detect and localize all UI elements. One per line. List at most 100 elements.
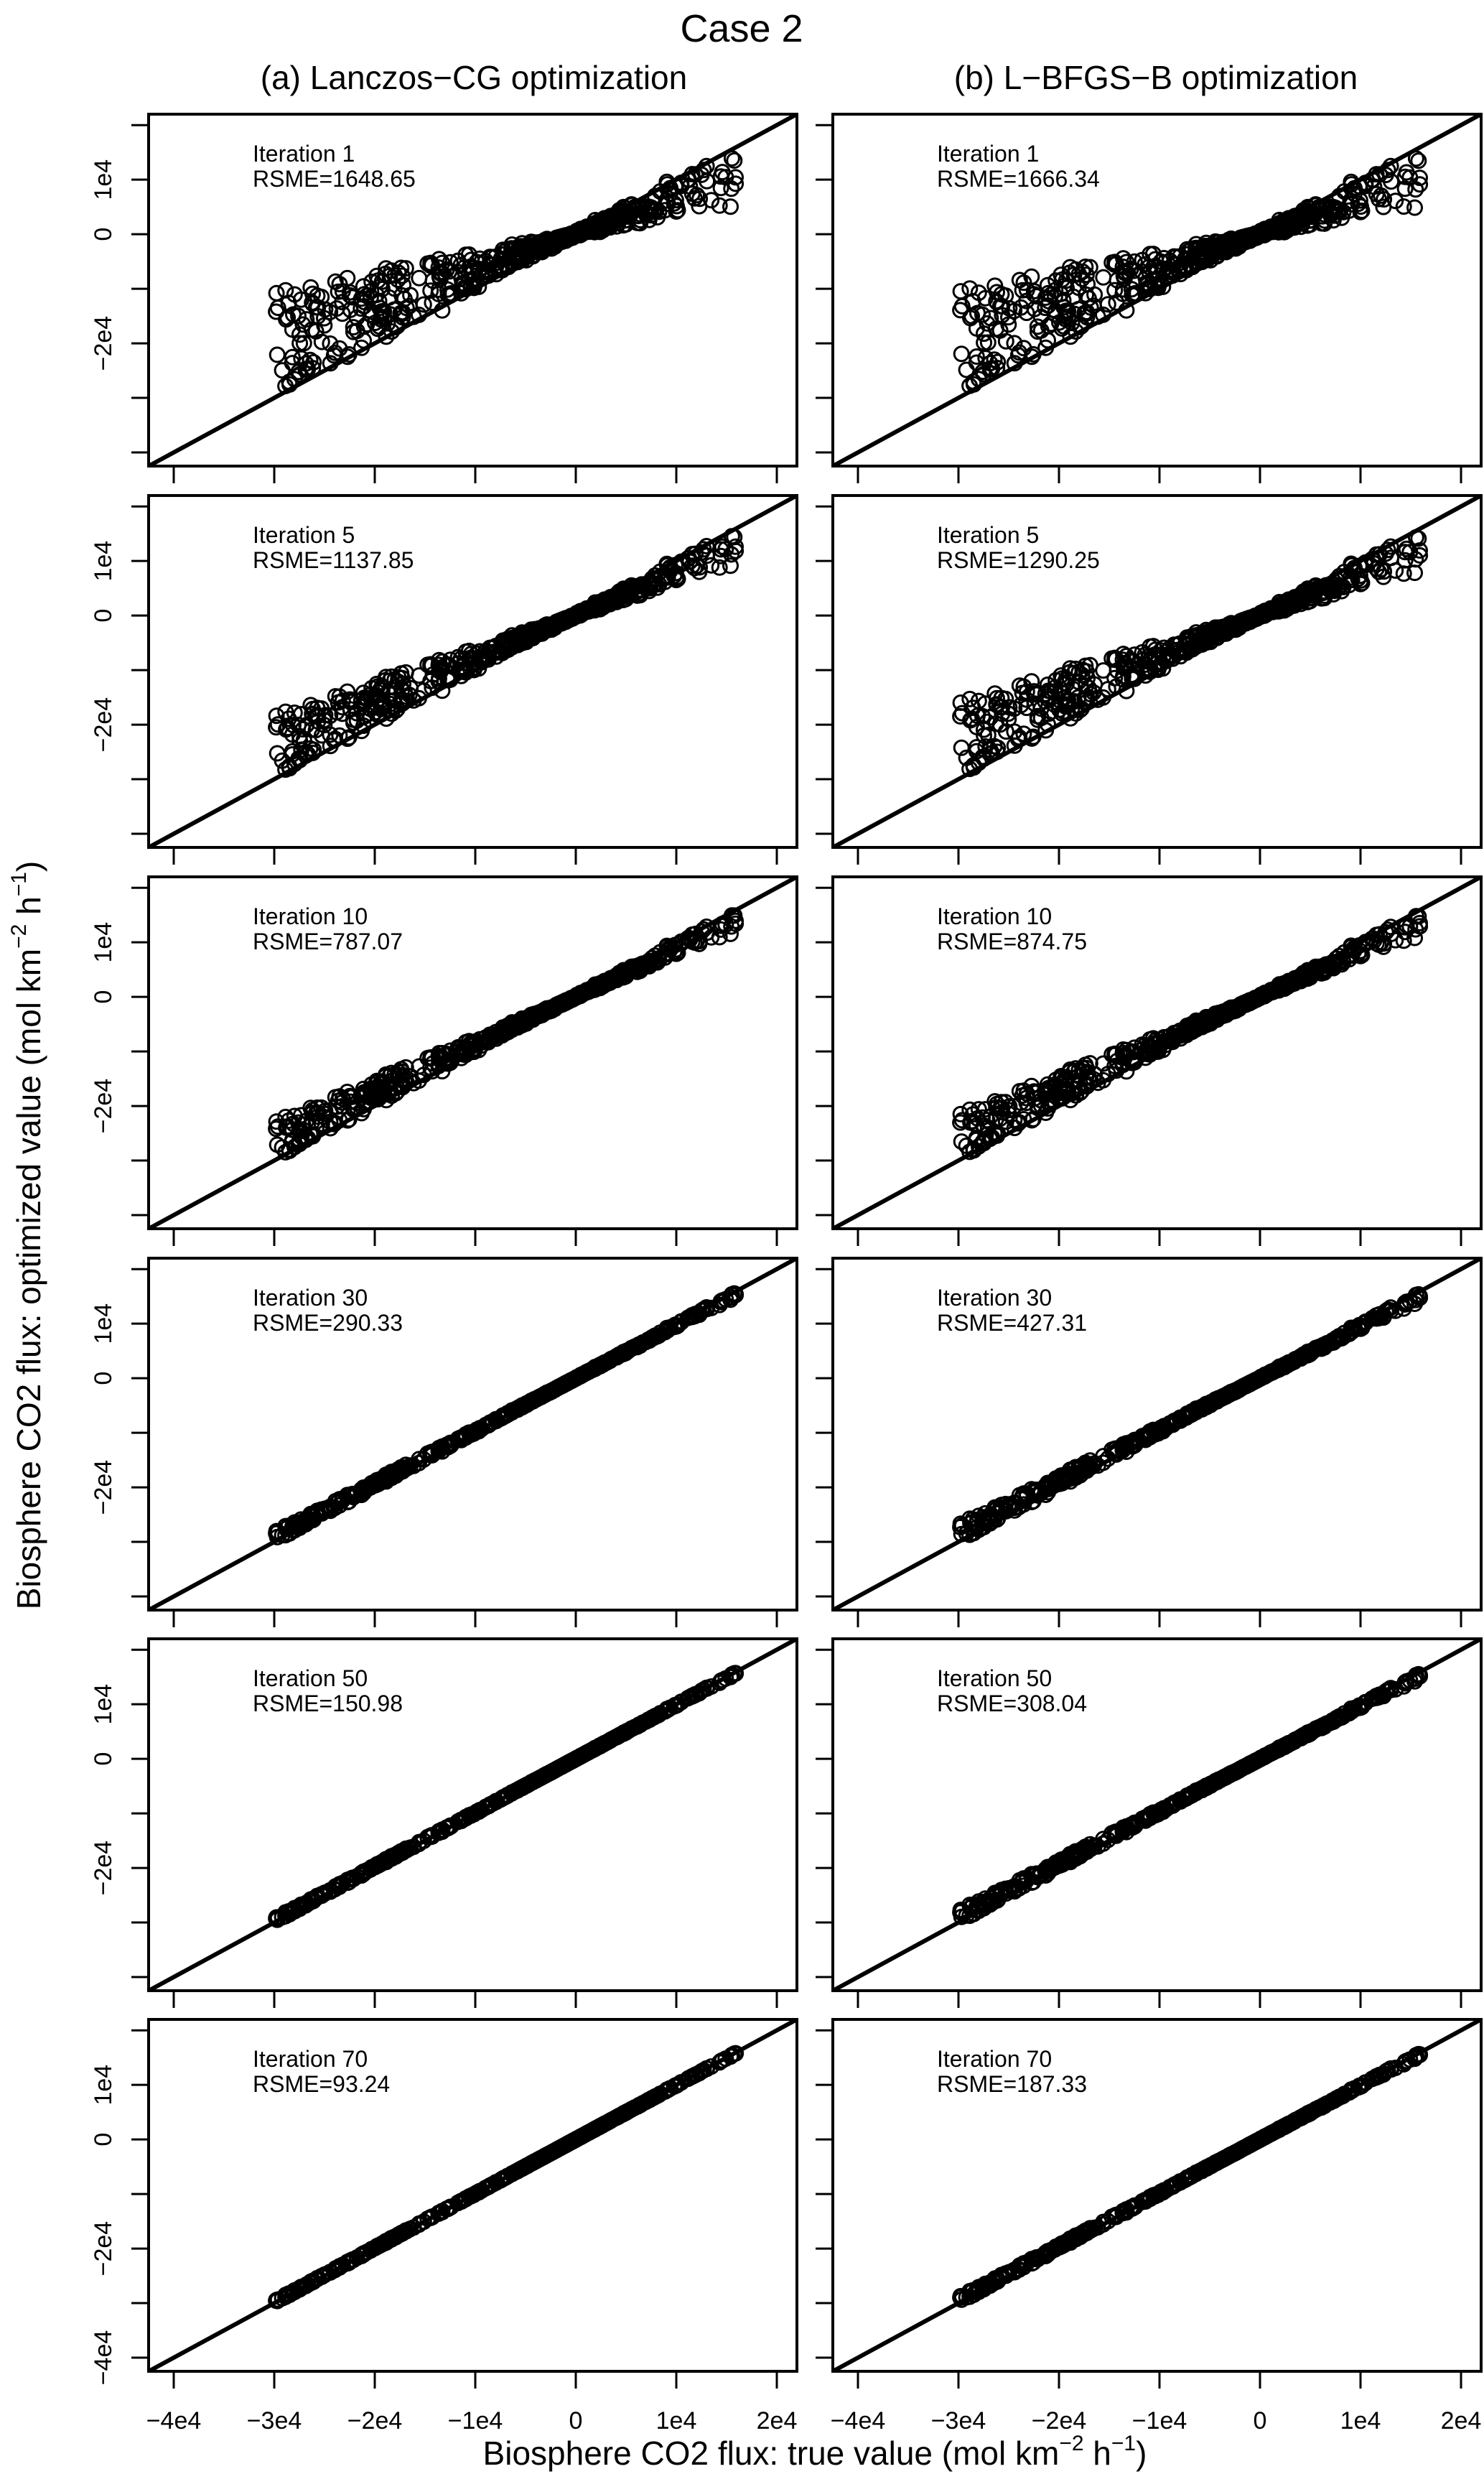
data-point xyxy=(711,559,728,576)
data-point xyxy=(1099,681,1116,698)
data-point xyxy=(316,717,333,734)
data-point xyxy=(686,559,703,577)
data-point xyxy=(1150,1041,1167,1059)
data-point xyxy=(363,273,381,290)
y-tick-label: −2e4 xyxy=(90,697,117,753)
data-point xyxy=(1011,271,1028,289)
data-point xyxy=(1040,705,1057,722)
data-point xyxy=(397,664,414,681)
data-point xyxy=(1011,344,1028,361)
data-point xyxy=(342,701,359,718)
data-point xyxy=(268,707,285,725)
data-point xyxy=(512,1014,529,1031)
data-point xyxy=(640,958,658,975)
data-point xyxy=(1040,682,1057,699)
data-point xyxy=(1037,339,1055,356)
data-point xyxy=(1065,681,1082,698)
data-point xyxy=(609,969,626,986)
data-point xyxy=(979,315,996,332)
y-tick-label: 1e4 xyxy=(90,159,117,200)
data-point xyxy=(712,180,729,197)
data-point xyxy=(493,638,510,655)
data-point xyxy=(979,1112,996,1129)
data-point xyxy=(1379,541,1396,559)
data-point xyxy=(342,301,359,318)
data-point xyxy=(462,251,480,269)
data-point xyxy=(687,926,704,942)
data-point xyxy=(1310,201,1327,218)
data-point xyxy=(322,335,339,352)
data-point xyxy=(686,934,703,951)
data-point xyxy=(480,1033,497,1051)
data-point xyxy=(322,355,339,372)
data-point xyxy=(1000,316,1017,333)
data-point xyxy=(662,559,679,576)
data-point xyxy=(1147,641,1164,659)
data-point xyxy=(279,720,297,737)
data-point xyxy=(1142,280,1159,297)
data-point xyxy=(1382,538,1399,555)
data-point xyxy=(370,292,388,310)
panel-frame xyxy=(831,113,1483,468)
data-point xyxy=(997,1113,1014,1130)
data-point xyxy=(1210,619,1227,636)
data-point xyxy=(711,197,728,214)
data-point xyxy=(1150,276,1167,294)
data-point xyxy=(1011,729,1028,746)
data-point xyxy=(356,1086,373,1103)
data-point xyxy=(953,345,970,363)
data-point xyxy=(355,684,372,702)
data-point xyxy=(480,651,497,668)
data-point xyxy=(327,273,344,290)
data-point xyxy=(1065,288,1082,305)
data-point xyxy=(1011,1114,1028,1131)
data-point xyxy=(316,310,332,327)
data-point xyxy=(415,1066,432,1084)
data-point xyxy=(1147,1032,1164,1049)
data-point xyxy=(1055,685,1072,702)
data-point xyxy=(290,750,307,767)
data-point xyxy=(294,316,312,333)
data-point xyxy=(997,723,1014,740)
rsme-label: RSME=1666.34 xyxy=(937,166,1100,192)
data-point xyxy=(1039,676,1056,693)
data-point xyxy=(548,234,565,251)
data-point xyxy=(695,541,712,558)
data-point xyxy=(975,721,992,738)
iteration-label: Iteration 10 xyxy=(937,903,1052,929)
data-point xyxy=(1124,671,1141,687)
data-point xyxy=(1058,302,1075,320)
data-point xyxy=(1047,272,1065,289)
data-point xyxy=(1210,1005,1227,1021)
data-point xyxy=(331,727,348,744)
column-title-b: (b) L−BFGS−B optimization xyxy=(954,59,1358,96)
data-point xyxy=(284,348,301,366)
data-point xyxy=(953,1133,970,1150)
rsme-label: RSME=787.07 xyxy=(253,929,403,954)
data-point xyxy=(722,198,739,215)
data-point xyxy=(304,705,321,722)
data-point xyxy=(723,546,740,563)
data-point xyxy=(1325,212,1342,229)
data-point xyxy=(290,1135,307,1151)
data-point xyxy=(316,1502,333,1520)
data-point xyxy=(1346,939,1363,957)
data-point xyxy=(1099,296,1116,313)
data-point xyxy=(466,276,483,294)
data-point xyxy=(422,254,439,271)
data-point xyxy=(1099,1066,1116,1082)
iteration-label: Iteration 10 xyxy=(253,903,368,929)
data-point xyxy=(695,921,712,938)
data-point xyxy=(726,152,743,169)
data-point xyxy=(334,305,351,322)
data-point xyxy=(695,162,712,179)
data-point xyxy=(625,580,643,597)
data-point xyxy=(1382,157,1399,175)
data-point xyxy=(1310,960,1327,977)
data-point xyxy=(355,717,372,734)
data-point xyxy=(1015,725,1032,743)
data-point xyxy=(1040,284,1057,302)
data-point xyxy=(291,732,309,749)
data-point xyxy=(963,710,981,727)
